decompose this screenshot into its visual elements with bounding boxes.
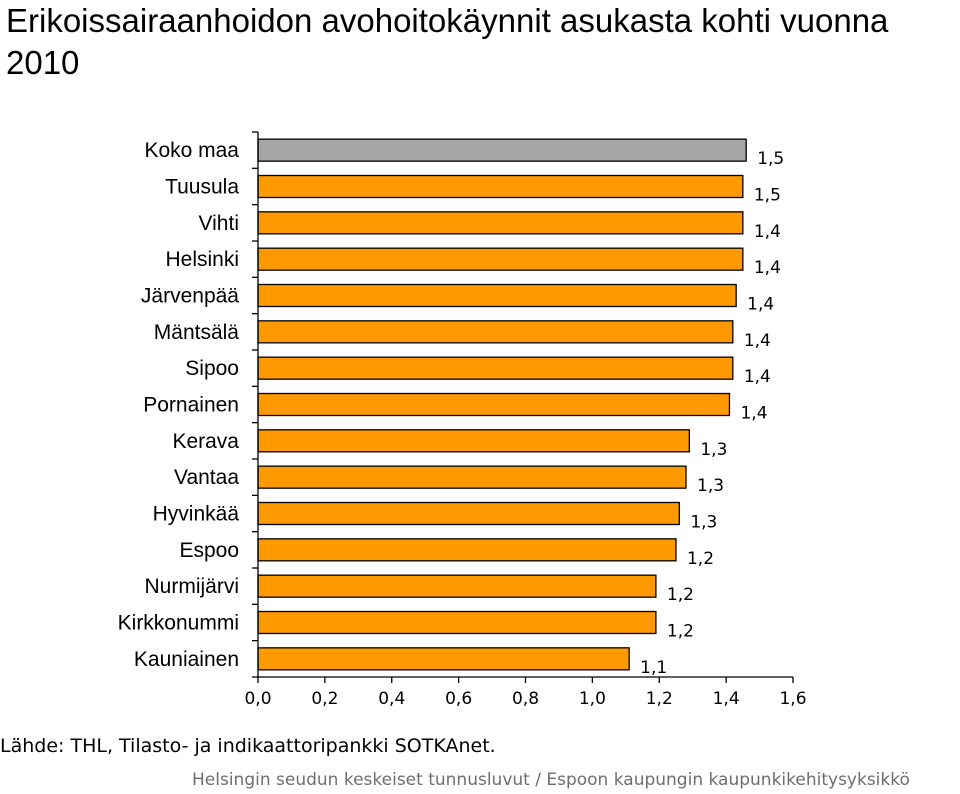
- data-label: 1,3: [690, 513, 717, 533]
- data-label: 1,4: [744, 367, 771, 387]
- bar: [257, 174, 744, 199]
- bar: [257, 647, 630, 671]
- x-tick-label: 0,6: [445, 689, 472, 709]
- category-label: Hyvinkää: [153, 503, 240, 526]
- footer-text: Helsingin seudun keskeiset tunnusluvut /…: [192, 770, 910, 790]
- category-label: Tuusula: [165, 176, 239, 199]
- data-label: 1,2: [667, 622, 694, 642]
- bar: [257, 283, 737, 308]
- data-label: 1,4: [744, 331, 771, 351]
- category-label: Vantaa: [174, 466, 239, 489]
- data-label: 1,5: [754, 186, 781, 206]
- x-tick-label: 1,4: [713, 689, 740, 709]
- source-note: Lähde: THL, Tilasto- ja indikaattoripank…: [0, 735, 496, 757]
- bar-chart: Koko maa 1,5 Tuusula 1,5 Vihti 1,4 Helsinki 1,4…: [118, 131, 807, 709]
- bar: [257, 392, 731, 417]
- bar: [257, 356, 734, 380]
- category-label: Järvenpää: [141, 285, 239, 308]
- category-label: Espoo: [179, 539, 239, 562]
- data-label: 1,4: [740, 404, 767, 424]
- bar: [257, 247, 744, 271]
- category-label: Kauniainen: [134, 648, 239, 671]
- data-label: 1,4: [747, 295, 774, 315]
- category-label: Pornainen: [143, 394, 239, 417]
- bar: [257, 501, 680, 526]
- bar: [257, 538, 677, 562]
- category-label: Vihti: [199, 212, 239, 235]
- data-label: 1,2: [667, 585, 694, 605]
- chart-title: Erikoissairaanhoidon avohoitokäynnit asu…: [6, 2, 889, 81]
- data-label: 1,3: [700, 440, 727, 460]
- data-label: 1,5: [757, 149, 784, 169]
- data-label: 1,4: [754, 222, 781, 242]
- category-label: Sipoo: [185, 357, 239, 380]
- category-label: Nurmijärvi: [145, 575, 240, 598]
- bar: [257, 429, 690, 453]
- x-tick-label: 0,0: [244, 689, 271, 709]
- bar: [257, 211, 744, 235]
- bar: [257, 465, 687, 489]
- x-tick-label: 1,0: [579, 689, 606, 709]
- x-tick-label: 1,6: [779, 689, 806, 709]
- bar: [257, 610, 657, 635]
- x-tick-label: 0,8: [512, 689, 539, 709]
- data-label: 1,4: [754, 258, 781, 278]
- category-label: Helsinki: [165, 248, 239, 271]
- bar: [257, 574, 657, 598]
- data-label: 1,1: [640, 658, 667, 678]
- data-label: 1,2: [687, 549, 714, 569]
- category-label: Kerava: [172, 430, 239, 453]
- category-label: Kirkkonummi: [118, 612, 239, 635]
- x-tick-label: 1,2: [646, 689, 673, 709]
- category-label: Koko maa: [144, 139, 239, 162]
- category-label: Mäntsälä: [154, 321, 240, 344]
- bar: [257, 138, 747, 162]
- bar: [257, 320, 734, 344]
- data-label: 1,3: [697, 476, 724, 496]
- x-tick-label: 0,2: [311, 689, 338, 709]
- x-tick-label: 0,4: [378, 689, 405, 709]
